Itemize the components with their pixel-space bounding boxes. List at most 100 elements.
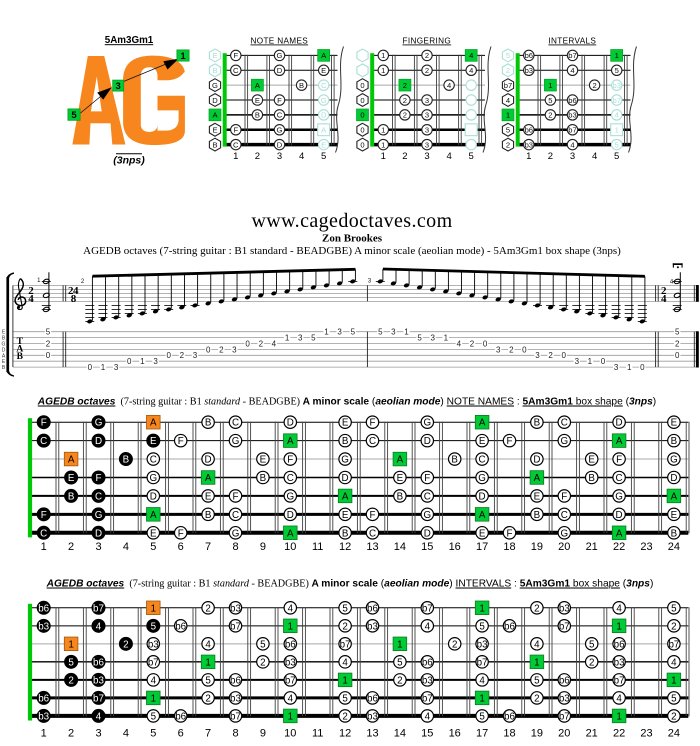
- svg-text:2: 2: [342, 621, 347, 632]
- svg-text:A: A: [479, 418, 486, 429]
- svg-text:A: A: [16, 344, 23, 354]
- svg-text:5: 5: [615, 140, 619, 149]
- svg-text:2: 2: [671, 621, 676, 632]
- svg-text:1: 1: [205, 657, 210, 668]
- svg-text:1: 1: [397, 639, 402, 650]
- svg-text:15: 15: [421, 727, 433, 739]
- svg-text:2: 2: [205, 603, 210, 614]
- svg-text:2: 2: [68, 541, 74, 553]
- svg-text:D: D: [95, 528, 102, 539]
- svg-text:1: 1: [526, 151, 531, 162]
- svg-text:0: 0: [640, 363, 645, 372]
- svg-text:6: 6: [178, 541, 184, 553]
- svg-text:5: 5: [548, 96, 552, 105]
- svg-text:F: F: [41, 510, 47, 521]
- svg-text:3: 3: [114, 363, 119, 372]
- svg-text:F: F: [287, 455, 293, 466]
- svg-text:b7: b7: [285, 675, 296, 686]
- svg-text:b3: b3: [559, 603, 570, 614]
- svg-text:2: 2: [46, 339, 51, 348]
- svg-text:B: B: [212, 66, 217, 75]
- svg-text:b6: b6: [230, 675, 241, 686]
- svg-text:5: 5: [479, 621, 485, 632]
- svg-text:4: 4: [479, 675, 485, 686]
- svg-text:F: F: [561, 491, 567, 502]
- svg-text:G: G: [670, 455, 678, 466]
- svg-text:2: 2: [205, 693, 210, 704]
- svg-text:5: 5: [378, 328, 383, 337]
- svg-text:b3: b3: [148, 639, 159, 650]
- svg-text:2: 2: [506, 66, 510, 75]
- svg-text:1: 1: [381, 140, 385, 149]
- svg-text:1: 1: [41, 541, 47, 553]
- svg-text:24: 24: [668, 727, 680, 739]
- svg-text:21: 21: [586, 727, 598, 739]
- svg-text:8: 8: [232, 727, 238, 739]
- svg-text:B: B: [68, 491, 75, 502]
- svg-text:b6: b6: [38, 693, 49, 704]
- svg-text:1: 1: [548, 81, 552, 90]
- svg-text:b7: b7: [504, 81, 512, 90]
- svg-text:11: 11: [312, 727, 323, 739]
- svg-text:0: 0: [601, 357, 606, 366]
- svg-text:E: E: [342, 510, 349, 521]
- svg-text:10: 10: [284, 541, 296, 553]
- svg-text:A: A: [212, 111, 218, 120]
- svg-text:2: 2: [425, 51, 429, 60]
- svg-text:b6: b6: [525, 126, 533, 135]
- svg-text:b7: b7: [93, 693, 104, 704]
- svg-text:4: 4: [446, 151, 451, 162]
- svg-text:5Am3Gm1: 5Am3Gm1: [105, 35, 154, 46]
- svg-text:C: C: [150, 455, 157, 466]
- svg-text:1: 1: [444, 334, 449, 343]
- svg-text:D: D: [479, 491, 486, 502]
- svg-text:F: F: [507, 528, 513, 539]
- svg-text:b7: b7: [559, 711, 570, 722]
- svg-text:A: A: [397, 455, 404, 466]
- svg-text:B: B: [534, 510, 541, 521]
- svg-text:B: B: [671, 528, 678, 539]
- svg-text:3: 3: [391, 328, 396, 337]
- svg-text:0: 0: [245, 339, 250, 348]
- svg-text:5: 5: [342, 603, 348, 614]
- svg-text:23: 23: [640, 541, 652, 553]
- svg-text:A: A: [479, 510, 486, 521]
- svg-text:13: 13: [366, 727, 378, 739]
- svg-text:2: 2: [589, 657, 594, 668]
- svg-text:b6: b6: [504, 711, 515, 722]
- svg-text:4: 4: [616, 693, 622, 704]
- svg-text:4: 4: [469, 66, 473, 75]
- svg-text:4: 4: [469, 51, 473, 60]
- svg-text:1: 1: [616, 711, 621, 722]
- svg-text:8: 8: [71, 293, 77, 305]
- svg-text:b6: b6: [504, 621, 515, 632]
- svg-text:2: 2: [403, 81, 407, 90]
- svg-text:C: C: [479, 455, 486, 466]
- svg-text:4: 4: [123, 541, 129, 553]
- svg-text:C: C: [287, 473, 294, 484]
- svg-text:4: 4: [671, 657, 677, 668]
- svg-text:D: D: [424, 436, 431, 447]
- svg-text:16: 16: [449, 727, 461, 739]
- svg-text:22: 22: [613, 727, 625, 739]
- svg-text:5: 5: [46, 328, 51, 337]
- svg-text:E: E: [671, 418, 678, 429]
- svg-text:D: D: [277, 140, 283, 149]
- svg-text:5: 5: [469, 151, 474, 162]
- svg-text:1: 1: [342, 675, 347, 686]
- svg-text:1: 1: [288, 711, 293, 722]
- svg-text:1: 1: [233, 151, 238, 162]
- svg-text:b3: b3: [367, 621, 378, 632]
- svg-text:G: G: [2, 342, 6, 348]
- svg-text:2: 2: [534, 603, 539, 614]
- svg-text:3: 3: [430, 334, 435, 343]
- svg-text:A: A: [671, 491, 678, 502]
- svg-text:E: E: [321, 140, 326, 149]
- svg-text:1: 1: [404, 328, 409, 337]
- svg-text:A: A: [68, 455, 75, 466]
- svg-text:21: 21: [586, 541, 598, 553]
- svg-text:G: G: [232, 436, 240, 447]
- svg-text:E: E: [205, 491, 212, 502]
- svg-text:C: C: [277, 111, 283, 120]
- svg-text:2: 2: [506, 140, 510, 149]
